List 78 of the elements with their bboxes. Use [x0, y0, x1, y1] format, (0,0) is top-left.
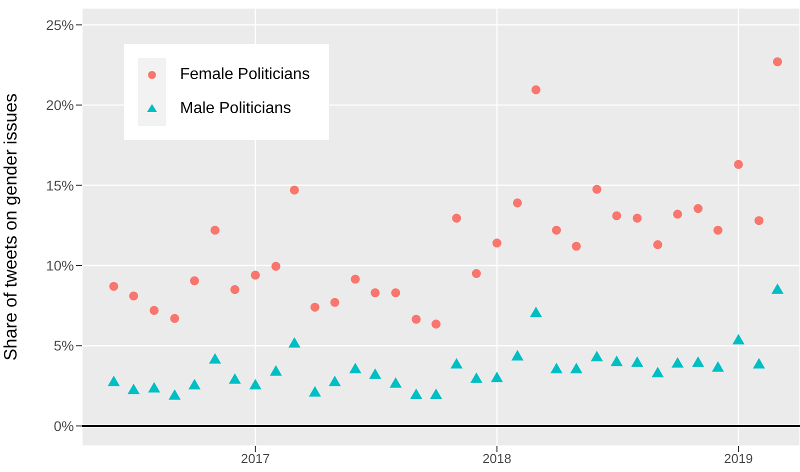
- point: [369, 368, 382, 379]
- point: [590, 350, 603, 362]
- point: [671, 357, 684, 368]
- point: [734, 160, 743, 169]
- point: [490, 372, 503, 382]
- point: [470, 372, 482, 383]
- legend-label: Female Politicians: [180, 65, 310, 85]
- point: [450, 358, 463, 368]
- point: [592, 184, 602, 194]
- point: [288, 337, 300, 348]
- point: [391, 288, 400, 298]
- y-tick-label: 20%: [46, 97, 74, 114]
- point: [552, 226, 561, 235]
- point: [713, 226, 722, 235]
- point: [631, 356, 644, 367]
- x-tick-label: 2019: [724, 451, 753, 466]
- point: [632, 214, 642, 223]
- point: [228, 373, 241, 384]
- point: [270, 365, 282, 376]
- point: [109, 282, 118, 291]
- point: [771, 283, 784, 294]
- point: [511, 350, 524, 360]
- point: [430, 388, 442, 399]
- point: [188, 378, 201, 390]
- point: [530, 306, 542, 318]
- point: [550, 362, 563, 374]
- point: [754, 216, 764, 226]
- point: [350, 274, 360, 284]
- point: [168, 389, 181, 400]
- point: [610, 356, 623, 366]
- point: [410, 388, 422, 399]
- point: [208, 353, 222, 364]
- y-tick-label: 0%: [54, 418, 74, 434]
- legend-label: Male Politicians: [180, 99, 292, 119]
- point: [572, 242, 581, 251]
- point: [249, 378, 262, 390]
- point: [472, 269, 481, 278]
- point: [108, 376, 120, 386]
- point: [290, 186, 299, 195]
- point: [330, 298, 340, 307]
- point: [694, 204, 703, 214]
- point: [190, 276, 200, 286]
- point: [230, 285, 240, 294]
- point: [370, 288, 380, 298]
- point: [349, 362, 362, 374]
- point: [673, 210, 682, 219]
- point: [732, 334, 745, 344]
- y-tick-label: 10%: [46, 257, 74, 274]
- point: [170, 314, 180, 323]
- y-tick-label: 15%: [46, 177, 74, 194]
- point: [310, 302, 320, 312]
- point: [250, 270, 260, 280]
- point: [148, 382, 160, 393]
- point: [712, 361, 724, 372]
- point: [412, 314, 421, 324]
- point: [129, 291, 138, 300]
- point: [570, 362, 582, 374]
- point: [210, 226, 220, 235]
- point: [432, 320, 441, 329]
- point: [612, 211, 622, 220]
- y-tick-label: 25%: [46, 16, 74, 33]
- point: [390, 377, 402, 388]
- x-tick-label: 2017: [240, 451, 270, 466]
- point: [692, 356, 704, 367]
- point: [752, 358, 766, 368]
- point: [128, 384, 140, 394]
- point: [653, 240, 662, 250]
- y-tick-label: 5%: [54, 338, 74, 354]
- point: [271, 262, 280, 271]
- point: [512, 198, 522, 208]
- point: [150, 306, 159, 315]
- point: [452, 214, 462, 223]
- y-axis-title: Share of tweets on gender issues: [0, 93, 20, 361]
- point: [652, 366, 664, 378]
- point: [328, 376, 341, 386]
- x-tick-label: 2018: [482, 451, 512, 466]
- point: [492, 238, 502, 248]
- point: [308, 386, 322, 397]
